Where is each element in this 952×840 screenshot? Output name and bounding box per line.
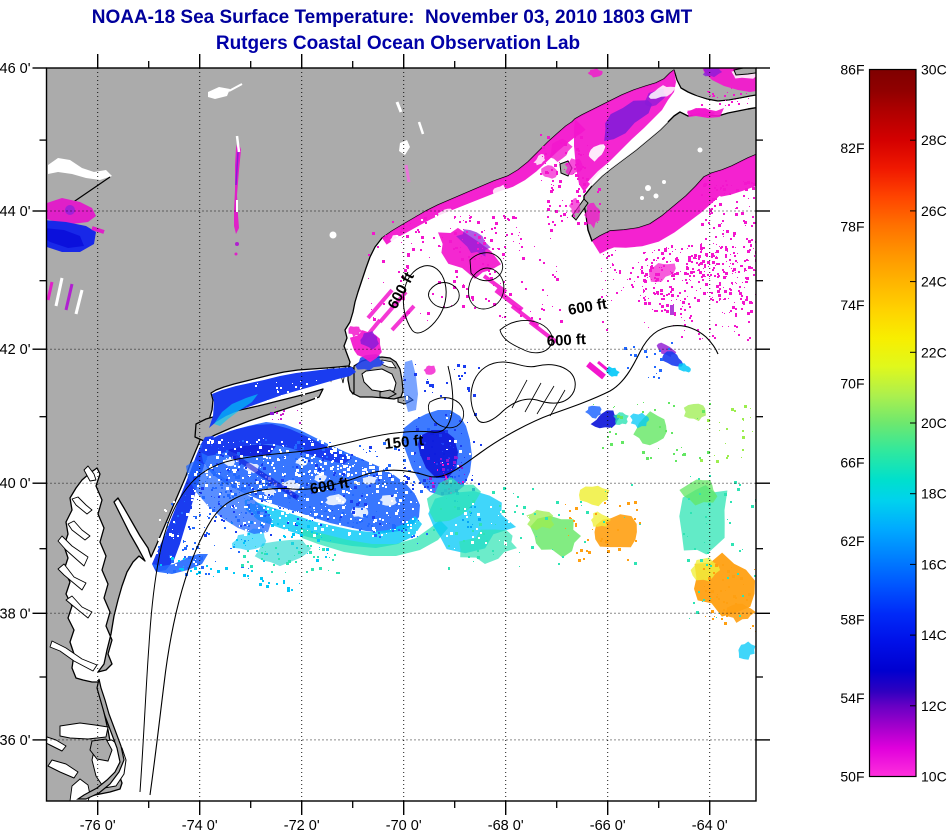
svg-text:28C: 28C: [921, 132, 947, 148]
svg-text:86F: 86F: [840, 62, 864, 78]
svg-text:-74 0': -74 0': [182, 818, 218, 834]
svg-text:-76 0': -76 0': [80, 818, 116, 834]
svg-text:66F: 66F: [840, 454, 864, 470]
svg-text:18C: 18C: [921, 486, 947, 502]
svg-text:40 0': 40 0': [0, 476, 31, 492]
svg-text:600 ft: 600 ft: [309, 474, 351, 498]
svg-text:78F: 78F: [840, 219, 864, 235]
svg-text:NOAA-18 Sea Surface Temperatur: NOAA-18 Sea Surface Temperature: Novembe…: [92, 7, 693, 28]
svg-text:74F: 74F: [840, 297, 864, 313]
svg-text:50F: 50F: [840, 769, 864, 785]
svg-text:16C: 16C: [921, 556, 947, 572]
svg-text:62F: 62F: [840, 533, 864, 549]
svg-text:38 0': 38 0': [0, 606, 31, 622]
svg-text:20C: 20C: [921, 415, 947, 431]
svg-text:Rutgers Coastal Ocean Observat: Rutgers Coastal Ocean Observation Lab: [216, 33, 580, 54]
svg-text:24C: 24C: [921, 274, 947, 290]
svg-text:70F: 70F: [840, 376, 864, 392]
svg-text:30C: 30C: [921, 62, 947, 78]
svg-text:150 ft: 150 ft: [384, 432, 425, 453]
svg-text:22C: 22C: [921, 344, 947, 360]
svg-text:-64 0': -64 0': [692, 818, 728, 834]
svg-text:44 0': 44 0': [0, 204, 31, 220]
svg-text:10C: 10C: [921, 769, 947, 785]
svg-text:-70 0': -70 0': [386, 818, 422, 834]
svg-text:58F: 58F: [840, 611, 864, 627]
svg-text:600 ft: 600 ft: [567, 295, 609, 319]
svg-text:46 0': 46 0': [0, 61, 31, 77]
svg-text:14C: 14C: [921, 627, 947, 643]
svg-text:-66 0': -66 0': [590, 818, 626, 834]
svg-text:36 0': 36 0': [0, 733, 31, 749]
svg-text:-68 0': -68 0': [488, 818, 524, 834]
svg-text:26C: 26C: [921, 203, 947, 219]
svg-text:42 0': 42 0': [0, 342, 31, 358]
svg-text:600 ft: 600 ft: [546, 331, 586, 350]
svg-text:82F: 82F: [840, 140, 864, 156]
svg-text:12C: 12C: [921, 698, 947, 714]
svg-text:-72 0': -72 0': [284, 818, 320, 834]
svg-text:54F: 54F: [840, 690, 864, 706]
